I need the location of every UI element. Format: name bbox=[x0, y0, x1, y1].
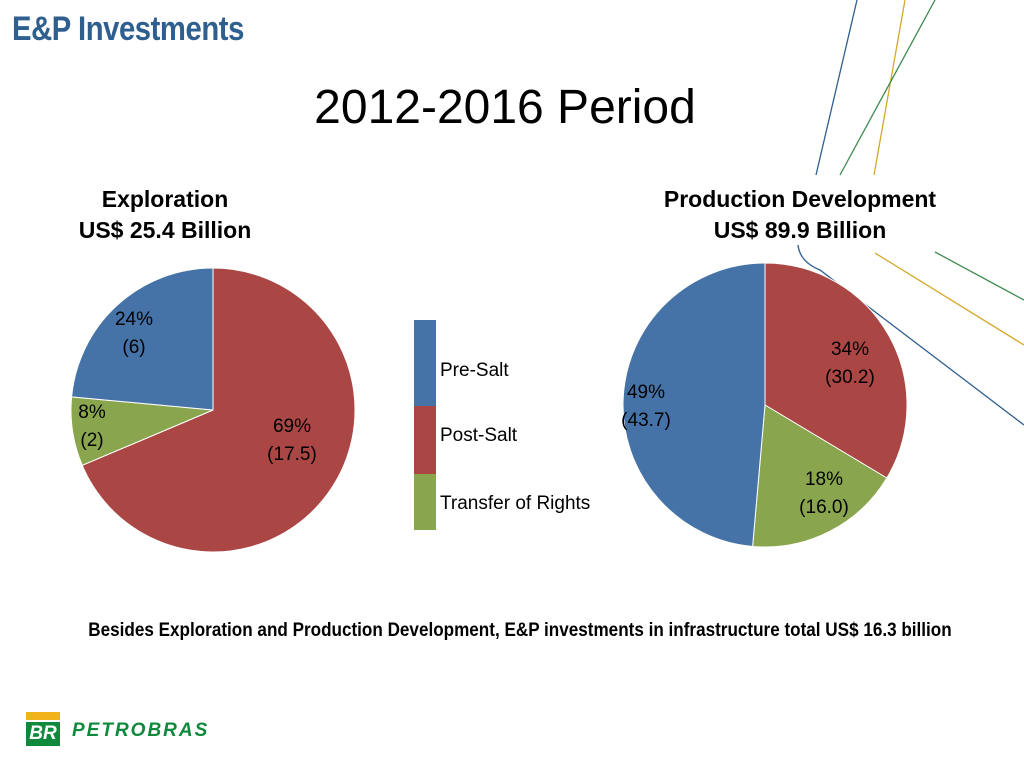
br-logo-icon: BR bbox=[26, 712, 60, 746]
legend-swatch-post-salt bbox=[414, 406, 436, 474]
exploration-pie-label-pre-salt-value: (6) bbox=[122, 337, 145, 358]
chart-title-exploration-total: US$ 25.4 Billion bbox=[78, 217, 252, 243]
chart-title-production-name: Production Development bbox=[663, 186, 937, 212]
period-title: 2012-2016 Period bbox=[314, 81, 696, 134]
logo-text: PETROBRAS bbox=[72, 720, 210, 741]
header-title: E&P Investments bbox=[12, 10, 244, 48]
legend-label-post-salt: Post-Salt bbox=[440, 425, 518, 446]
legend-label-pre-salt: Pre-Salt bbox=[440, 360, 509, 381]
legend-swatch-pre-salt bbox=[414, 320, 436, 406]
production-pie-label-pre-salt-percent: 49% bbox=[627, 382, 665, 403]
exploration-pie-label-transfer-of-rights-percent: 8% bbox=[78, 402, 106, 423]
exploration-pie-label-transfer-of-rights-value: (2) bbox=[80, 430, 103, 451]
footnote: Besides Exploration and Production Devel… bbox=[88, 620, 952, 641]
exploration-pie-label-post-salt-percent: 69% bbox=[273, 416, 311, 437]
exploration-pie-label-post-salt-value: (17.5) bbox=[267, 444, 317, 465]
exploration-pie-slice-post-salt bbox=[81, 267, 356, 553]
production-pie-label-transfer-of-rights-value: (16.0) bbox=[799, 497, 849, 518]
legend-label-transfer: Transfer of Rights bbox=[440, 493, 591, 514]
production-pie-label-post-salt-percent: 34% bbox=[831, 339, 869, 360]
chart-title-exploration-name: Exploration bbox=[101, 186, 229, 212]
chart-title-exploration: Exploration US$ 25.4 Billion bbox=[40, 184, 290, 246]
production-pie-label-pre-salt-value: (43.7) bbox=[621, 410, 671, 431]
production-pie-slice-pre-salt bbox=[622, 262, 766, 548]
legend-swatch-transfer bbox=[414, 474, 436, 530]
chart-title-production: Production Development US$ 89.9 Billion bbox=[620, 184, 980, 246]
exploration-pie-slice-pre-salt bbox=[71, 267, 214, 411]
chart-title-production-total: US$ 89.9 Billion bbox=[713, 217, 887, 243]
production-pie-slice-transfer-of-rights bbox=[752, 404, 888, 548]
production-pie-label-transfer-of-rights-percent: 18% bbox=[805, 469, 843, 490]
production-pie-slice-post-salt bbox=[764, 262, 908, 479]
exploration-pie-label-pre-salt-percent: 24% bbox=[115, 309, 153, 330]
production-pie-label-post-salt-value: (30.2) bbox=[825, 367, 875, 388]
